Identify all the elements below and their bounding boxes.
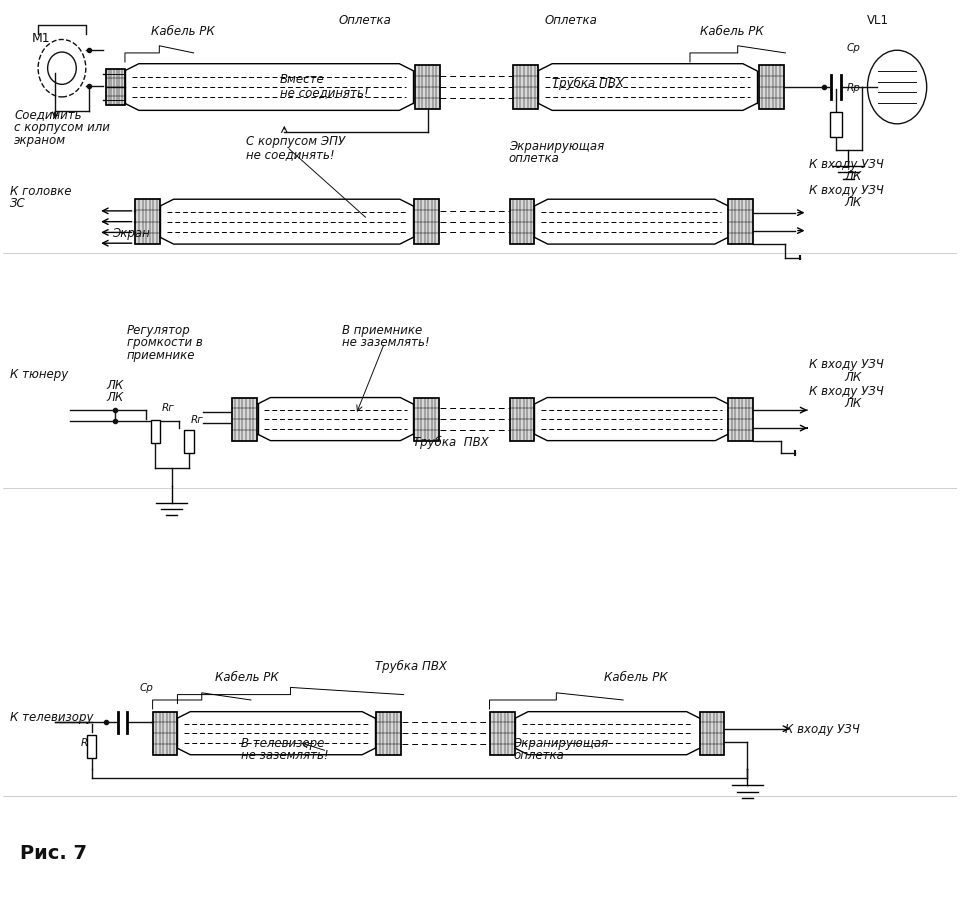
Text: приемнике: приемнике [127, 348, 195, 362]
Text: К входу УЗЧ: К входу УЗЧ [809, 158, 884, 170]
Bar [728, 200, 753, 244]
Bar [510, 398, 535, 441]
Bar [510, 200, 535, 244]
Text: С корпусом ЭПУ: С корпусом ЭПУ [246, 135, 346, 148]
Text: Кабель РК: Кабель РК [604, 670, 668, 684]
Bar [184, 430, 194, 454]
Text: оплетка: оплетка [509, 152, 560, 165]
Text: Регулятор: Регулятор [127, 324, 191, 336]
Polygon shape [125, 65, 413, 111]
Bar [758, 66, 783, 110]
Text: с корпусом или: с корпусом или [14, 121, 110, 133]
Polygon shape [535, 200, 728, 244]
Bar [514, 66, 539, 110]
Bar [491, 712, 516, 755]
Text: Экран: Экран [112, 226, 151, 240]
Text: В телевизоре: В телевизоре [241, 736, 324, 749]
Text: Рис. 7: Рис. 7 [20, 843, 87, 862]
Bar [135, 200, 160, 244]
Text: К входу УЗЧ: К входу УЗЧ [785, 723, 860, 735]
Polygon shape [160, 200, 413, 244]
Bar [376, 712, 400, 755]
Text: VL1: VL1 [867, 14, 889, 27]
Bar [830, 113, 842, 138]
Text: Трубка ПВХ: Трубка ПВХ [375, 659, 447, 673]
Text: оплетка: оплетка [514, 749, 564, 761]
Text: ЗС: ЗС [11, 197, 26, 210]
Text: Трубка ПВХ: Трубка ПВХ [552, 77, 623, 90]
Polygon shape [257, 398, 413, 441]
Bar [700, 712, 725, 755]
Text: К телевизору: К телевизору [11, 710, 94, 723]
Bar [414, 398, 439, 441]
Ellipse shape [868, 51, 926, 124]
Text: Cр: Cр [847, 42, 860, 52]
Text: ЛК: ЛК [106, 378, 123, 391]
Text: В приемнике: В приемнике [342, 324, 421, 336]
Bar [106, 70, 125, 106]
Text: Экранирующая: Экранирующая [509, 140, 604, 152]
Text: не соединять!: не соединять! [279, 86, 369, 99]
Bar [151, 420, 160, 444]
Text: не заземлять!: не заземлять! [241, 749, 329, 761]
Text: Трубка  ПВХ: Трубка ПВХ [413, 436, 489, 448]
Text: К головке: К головке [11, 185, 72, 198]
Text: ЛК: ЛК [845, 370, 862, 383]
Bar [414, 200, 439, 244]
Text: Соединить: Соединить [14, 108, 82, 122]
Text: Rг: Rг [191, 415, 204, 425]
Text: ЛК: ЛК [845, 397, 862, 410]
Polygon shape [539, 65, 756, 111]
Text: Кабель РК: Кабель РК [151, 25, 214, 38]
Text: Rр: Rр [847, 83, 860, 93]
Text: Rг: Rг [162, 402, 175, 412]
Text: Экранирующая: Экранирующая [514, 736, 609, 749]
Bar [415, 66, 440, 110]
Text: Кабель РК: Кабель РК [215, 670, 278, 684]
Text: Кабель РК: Кабель РК [700, 25, 763, 38]
Polygon shape [516, 712, 700, 755]
Text: К входу УЗЧ: К входу УЗЧ [809, 184, 884, 197]
Text: Оплетка: Оплетка [544, 14, 597, 27]
Text: ЛК: ЛК [845, 170, 862, 182]
Text: Вместе: Вместе [279, 72, 324, 86]
Text: не заземлять!: не заземлять! [342, 336, 429, 349]
Text: ЛК: ЛК [845, 196, 862, 208]
Bar [153, 712, 178, 755]
Text: К тюнеру: К тюнеру [11, 367, 69, 381]
Polygon shape [535, 398, 728, 441]
Polygon shape [178, 712, 375, 755]
Bar [232, 398, 256, 441]
Text: ЛК: ЛК [106, 391, 123, 404]
Text: К входу УЗЧ: К входу УЗЧ [809, 384, 884, 398]
Text: не соединять!: не соединять! [246, 148, 335, 161]
Text: К входу УЗЧ: К входу УЗЧ [809, 357, 884, 371]
Text: M1: M1 [32, 32, 50, 45]
Text: экраном: экраном [14, 133, 66, 146]
Bar [86, 735, 96, 759]
Bar [728, 398, 753, 441]
Text: громкости в: громкости в [127, 336, 203, 349]
Text: Оплетка: Оплетка [339, 14, 392, 27]
Text: Rг: Rг [81, 737, 94, 748]
Text: Cр: Cр [139, 682, 154, 692]
